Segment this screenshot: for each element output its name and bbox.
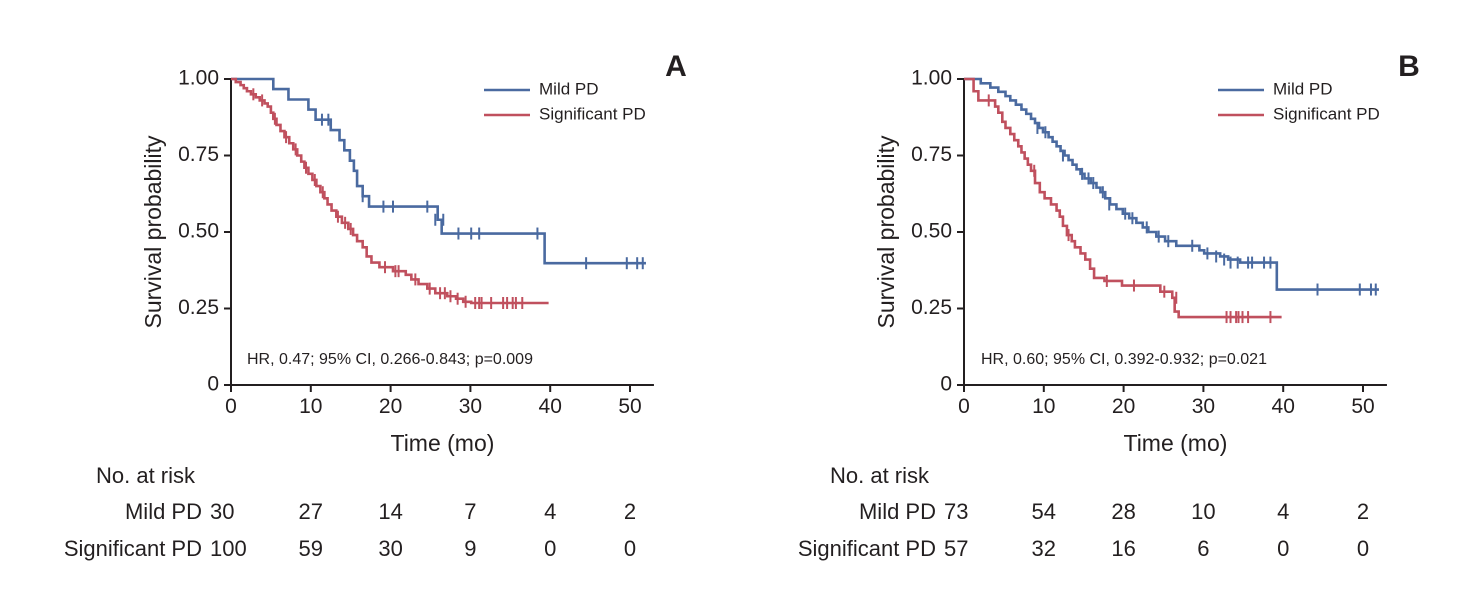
risk-count: 16 bbox=[1111, 536, 1135, 561]
risk-count: 10 bbox=[1191, 499, 1215, 524]
series-significant-pd bbox=[964, 77, 1282, 324]
risk-row-label: Significant PD bbox=[798, 536, 936, 561]
panel-label: B bbox=[1398, 50, 1420, 83]
risk-row-label: Mild PD bbox=[859, 499, 936, 524]
risk-count: 6 bbox=[1197, 536, 1209, 561]
x-tick-label: 50 bbox=[618, 395, 641, 418]
x-axis-title: Time (mo) bbox=[1124, 430, 1228, 456]
series-mild-pd bbox=[964, 77, 1379, 296]
y-axis-title: Survival probability bbox=[140, 135, 166, 329]
x-tick-label: 40 bbox=[539, 395, 562, 418]
risk-count: 54 bbox=[1032, 499, 1056, 524]
x-tick-label: 10 bbox=[1032, 395, 1055, 418]
risk-count: 2 bbox=[1357, 499, 1369, 524]
risk-count: 9 bbox=[464, 536, 476, 561]
x-tick-label: 20 bbox=[379, 395, 402, 418]
x-tick-label: 30 bbox=[459, 395, 482, 418]
y-tick-label: 1.00 bbox=[911, 67, 952, 90]
risk-count: 4 bbox=[1277, 499, 1289, 524]
panel-label: A bbox=[665, 50, 687, 83]
risk-table-header: No. at risk bbox=[830, 463, 930, 488]
y-axis-title: Survival probability bbox=[873, 135, 899, 329]
risk-count: 0 bbox=[1357, 536, 1369, 561]
risk-count: 57 bbox=[944, 536, 968, 561]
risk-count: 0 bbox=[624, 536, 636, 561]
risk-count: 4 bbox=[544, 499, 556, 524]
hr-annotation: HR, 0.47; 95% CI, 0.266-0.843; p=0.009 bbox=[247, 351, 533, 368]
risk-count: 27 bbox=[299, 499, 323, 524]
y-tick-label: 0.75 bbox=[911, 143, 952, 166]
y-tick-label: 0.75 bbox=[178, 143, 219, 166]
y-tick-label: 0.50 bbox=[178, 220, 219, 243]
risk-count: 14 bbox=[378, 499, 402, 524]
legend-label: Mild PD bbox=[1273, 79, 1333, 98]
risk-count: 28 bbox=[1111, 499, 1135, 524]
risk-table-header: No. at risk bbox=[96, 463, 196, 488]
risk-row-label: Mild PD bbox=[125, 499, 202, 524]
y-tick-label: 0 bbox=[940, 373, 952, 396]
risk-count: 73 bbox=[944, 499, 968, 524]
risk-count: 30 bbox=[210, 499, 234, 524]
risk-row-label: Significant PD bbox=[64, 536, 202, 561]
y-tick-label: 0.25 bbox=[911, 296, 952, 319]
y-tick-label: 1.00 bbox=[178, 67, 219, 90]
risk-count: 32 bbox=[1032, 536, 1056, 561]
series-significant-pd bbox=[231, 77, 549, 309]
y-tick-label: 0 bbox=[207, 373, 219, 396]
x-tick-label: 0 bbox=[958, 395, 970, 418]
x-tick-label: 0 bbox=[225, 395, 237, 418]
x-tick-label: 30 bbox=[1192, 395, 1215, 418]
series-mild-pd bbox=[231, 77, 646, 270]
legend-label: Significant PD bbox=[1273, 104, 1380, 123]
legend-label: Significant PD bbox=[539, 104, 646, 123]
x-tick-label: 40 bbox=[1272, 395, 1295, 418]
risk-count: 0 bbox=[544, 536, 556, 561]
survival-curve bbox=[231, 77, 549, 305]
x-tick-label: 20 bbox=[1112, 395, 1135, 418]
risk-count: 2 bbox=[624, 499, 636, 524]
x-axis-title: Time (mo) bbox=[391, 430, 495, 456]
hr-annotation: HR, 0.60; 95% CI, 0.392-0.932; p=0.021 bbox=[981, 351, 1267, 368]
risk-count: 7 bbox=[464, 499, 476, 524]
survival-curve bbox=[964, 77, 1282, 319]
risk-count: 100 bbox=[210, 536, 247, 561]
y-tick-label: 0.25 bbox=[178, 296, 219, 319]
y-tick-label: 0.50 bbox=[911, 220, 952, 243]
x-tick-label: 50 bbox=[1351, 395, 1374, 418]
survival-curve bbox=[231, 77, 646, 265]
risk-count: 30 bbox=[378, 536, 402, 561]
x-tick-label: 10 bbox=[299, 395, 322, 418]
risk-count: 0 bbox=[1277, 536, 1289, 561]
risk-count: 59 bbox=[299, 536, 323, 561]
legend-label: Mild PD bbox=[539, 79, 599, 98]
